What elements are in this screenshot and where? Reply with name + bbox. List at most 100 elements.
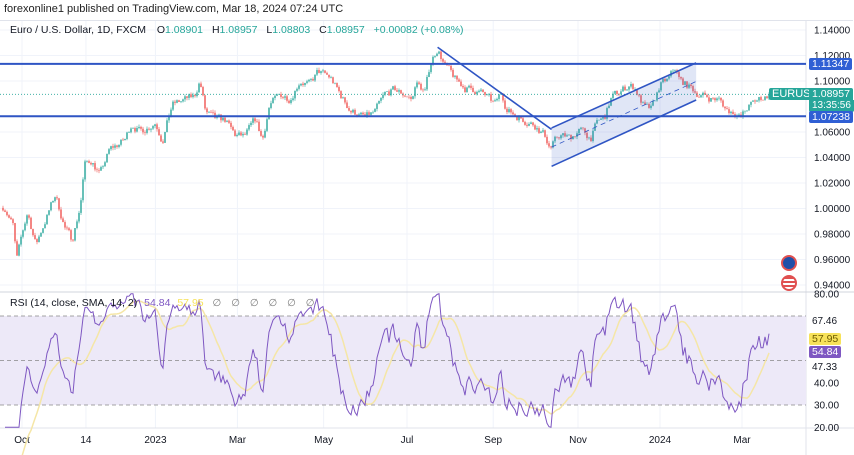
candle — [128, 132, 130, 133]
candle — [116, 145, 118, 147]
us-flag-icon[interactable] — [781, 275, 797, 291]
candle — [532, 122, 534, 126]
candle — [18, 244, 20, 256]
candle — [316, 70, 318, 75]
candle — [644, 102, 646, 105]
candle — [538, 128, 540, 133]
candle — [764, 96, 766, 100]
candle — [250, 122, 252, 126]
candle — [730, 111, 732, 114]
candle — [634, 89, 636, 90]
price-axis-label: 1.06000 — [814, 128, 851, 139]
candle — [276, 94, 278, 96]
candle — [172, 101, 174, 110]
candle — [566, 135, 568, 137]
candle — [328, 74, 330, 78]
candle — [746, 110, 748, 112]
candle — [660, 82, 662, 91]
candle — [186, 96, 188, 98]
candle — [444, 61, 446, 63]
candle — [176, 100, 178, 103]
price-axis-label: 0.94000 — [814, 281, 851, 292]
candle — [74, 228, 76, 241]
candle — [704, 92, 706, 95]
candle — [210, 111, 212, 113]
candle — [470, 85, 472, 88]
candle — [492, 100, 494, 102]
candle — [502, 93, 504, 101]
candle — [570, 134, 572, 140]
bar-countdown: 13:35:56 — [809, 100, 854, 112]
candle — [602, 116, 604, 119]
candle — [718, 97, 720, 99]
candle — [680, 76, 682, 79]
candle — [242, 133, 244, 136]
candle — [78, 212, 80, 222]
x-tick-label: Mar — [733, 435, 751, 446]
candle — [98, 170, 100, 171]
candle — [708, 97, 710, 102]
symbol-title[interactable]: Euro / U.S. Dollar, 1D, FXCM — [10, 24, 146, 36]
candle — [288, 100, 290, 103]
price-axis-label: 0.98000 — [814, 230, 851, 241]
candle — [430, 63, 432, 73]
chart-frame — [0, 20, 853, 455]
candle — [166, 120, 168, 133]
na-value: ∅ — [231, 298, 240, 309]
candle — [230, 122, 232, 127]
candle — [204, 95, 206, 109]
candle — [420, 83, 422, 90]
candle — [146, 128, 148, 133]
candle — [38, 236, 40, 243]
candle — [60, 209, 62, 219]
candle — [80, 200, 82, 213]
candle — [188, 94, 190, 98]
rsi-axis-label: 30.00 — [814, 401, 839, 412]
candle — [542, 130, 544, 132]
rsi-axis-label: 20.00 — [814, 423, 839, 434]
change-value: +0.00082 (+0.08%) — [373, 24, 464, 36]
candle — [86, 161, 88, 162]
candle — [700, 95, 702, 98]
candle — [4, 210, 6, 212]
candle — [114, 145, 116, 148]
rsi-title: RSI (14, close, SMA, 14, 2) — [10, 297, 138, 309]
open-label: O — [156, 24, 166, 36]
candle — [666, 78, 668, 82]
candle — [72, 239, 74, 241]
rsi-legend[interactable]: RSI (14, close, SMA, 14, 2) 54.84 57.95 … — [10, 297, 321, 309]
candle — [372, 111, 374, 113]
price-axis-label: 1.14000 — [814, 26, 851, 37]
candle — [20, 236, 22, 245]
eu-flag-icon[interactable] — [781, 255, 797, 271]
candle — [160, 135, 162, 142]
candle — [596, 120, 598, 124]
close-value: 1.08957 — [326, 24, 365, 36]
candle — [612, 93, 614, 99]
candle — [140, 126, 142, 129]
candle — [76, 221, 78, 229]
ohlc-legend: Euro / U.S. Dollar, 1D, FXCM O1.08901 H1… — [10, 24, 470, 36]
candle — [450, 65, 452, 70]
candle — [362, 112, 364, 115]
candle — [410, 96, 412, 99]
candle — [228, 120, 230, 123]
symbol-price-label: EURUSD — [769, 88, 822, 100]
high-label: H — [211, 24, 220, 36]
candle — [260, 131, 262, 136]
candle — [194, 95, 196, 97]
candle — [664, 78, 666, 82]
candle — [698, 96, 700, 98]
candle — [382, 94, 384, 99]
candle — [68, 228, 70, 231]
candle — [156, 124, 158, 130]
candle — [368, 112, 370, 115]
candle — [396, 90, 398, 92]
x-tick-label: Oct — [14, 435, 30, 446]
candle — [308, 79, 310, 82]
candle — [576, 133, 578, 137]
candle — [286, 96, 288, 101]
candle — [622, 86, 624, 92]
candle — [56, 197, 58, 199]
